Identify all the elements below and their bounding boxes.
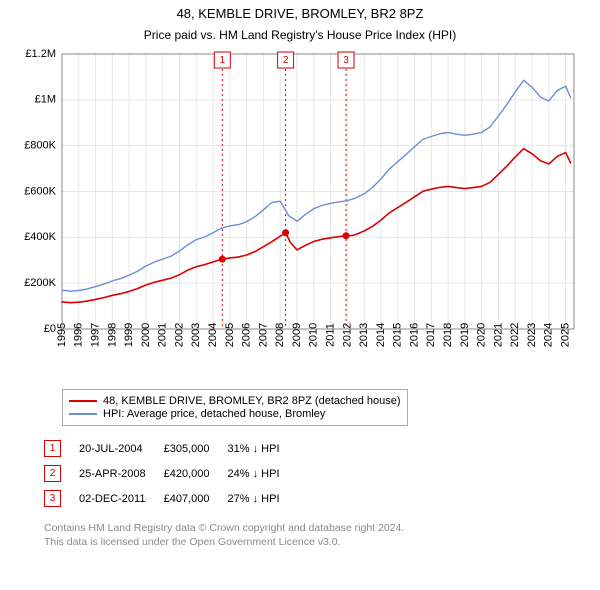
x-tick-label: 2004 bbox=[207, 323, 219, 347]
x-tick-label: 2024 bbox=[543, 323, 555, 347]
sale-marker-number: 2 bbox=[44, 465, 61, 482]
sale-point bbox=[219, 256, 226, 263]
x-tick-label: 2019 bbox=[459, 323, 471, 347]
sale-date: 25-APR-2008 bbox=[79, 461, 164, 486]
y-tick-label: £400K bbox=[24, 231, 56, 243]
price-chart: £0£200K£400K£600K£800K£1M£1.2M1995199619… bbox=[14, 46, 586, 381]
x-tick-label: 2010 bbox=[308, 323, 320, 347]
legend-item: 48, KEMBLE DRIVE, BROMLEY, BR2 8PZ (deta… bbox=[69, 395, 401, 407]
sale-delta: 31% ↓ HPI bbox=[228, 436, 298, 461]
sale-price: £420,000 bbox=[164, 461, 228, 486]
page-subtitle: Price paid vs. HM Land Registry's House … bbox=[14, 28, 586, 42]
legend-label: HPI: Average price, detached house, Brom… bbox=[103, 408, 325, 420]
sale-row: 1 20-JUL-2004£305,00031% ↓ HPI bbox=[44, 436, 298, 461]
y-tick-label: £200K bbox=[24, 277, 56, 289]
x-tick-label: 2023 bbox=[526, 323, 538, 347]
x-tick-label: 2015 bbox=[392, 323, 404, 347]
x-tick-label: 2016 bbox=[408, 323, 420, 347]
x-tick-label: 2014 bbox=[375, 323, 387, 347]
legend-item: HPI: Average price, detached house, Brom… bbox=[69, 408, 401, 420]
sales-table: 1 20-JUL-2004£305,00031% ↓ HPI 2 25-APR-200… bbox=[44, 436, 298, 511]
x-tick-label: 1996 bbox=[73, 323, 85, 347]
y-tick-label: £800K bbox=[24, 140, 56, 152]
y-tick-label: £1.2M bbox=[25, 48, 56, 60]
sale-delta: 27% ↓ HPI bbox=[228, 486, 298, 511]
footer-line-2: This data is licensed under the Open Gov… bbox=[44, 536, 341, 548]
page-title: 48, KEMBLE DRIVE, BROMLEY, BR2 8PZ bbox=[14, 6, 586, 22]
legend-box: 48, KEMBLE DRIVE, BROMLEY, BR2 8PZ (deta… bbox=[62, 389, 408, 426]
x-tick-label: 2011 bbox=[324, 323, 336, 347]
sale-price: £407,000 bbox=[164, 486, 228, 511]
y-tick-label: £600K bbox=[24, 186, 56, 198]
footer-line-1: Contains HM Land Registry data © Crown c… bbox=[44, 522, 404, 534]
x-tick-label: 2025 bbox=[560, 323, 572, 347]
sale-callout-label: 3 bbox=[343, 55, 349, 66]
x-tick-label: 2003 bbox=[190, 323, 202, 347]
x-tick-label: 2000 bbox=[140, 323, 152, 347]
y-tick-label: £1M bbox=[35, 94, 56, 106]
x-tick-label: 2006 bbox=[241, 323, 253, 347]
chart-svg: £0£200K£400K£600K£800K£1M£1.2M1995199619… bbox=[14, 46, 586, 381]
legend-swatch bbox=[69, 400, 97, 402]
sale-marker-number: 3 bbox=[44, 490, 61, 507]
x-tick-label: 2002 bbox=[173, 323, 185, 347]
x-tick-label: 2012 bbox=[341, 323, 353, 347]
y-tick-label: £0 bbox=[44, 323, 56, 335]
x-tick-label: 2008 bbox=[274, 323, 286, 347]
x-tick-label: 2009 bbox=[291, 323, 303, 347]
legend-swatch bbox=[69, 413, 97, 415]
x-tick-label: 2001 bbox=[157, 323, 169, 347]
x-tick-label: 2007 bbox=[257, 323, 269, 347]
x-tick-label: 2018 bbox=[442, 323, 454, 347]
license-footer: Contains HM Land Registry data © Crown c… bbox=[44, 521, 586, 549]
x-tick-label: 1999 bbox=[123, 323, 135, 347]
x-tick-label: 2020 bbox=[476, 323, 488, 347]
sale-delta: 24% ↓ HPI bbox=[228, 461, 298, 486]
sale-date: 20-JUL-2004 bbox=[79, 436, 164, 461]
sale-point bbox=[282, 230, 289, 237]
sale-row: 3 02-DEC-2011£407,00027% ↓ HPI bbox=[44, 486, 298, 511]
x-tick-label: 2021 bbox=[492, 323, 504, 347]
x-tick-label: 1998 bbox=[106, 323, 118, 347]
x-tick-label: 2005 bbox=[224, 323, 236, 347]
sale-marker-number: 1 bbox=[44, 440, 61, 457]
sale-point bbox=[343, 232, 350, 239]
x-tick-label: 2013 bbox=[358, 323, 370, 347]
sale-date: 02-DEC-2011 bbox=[79, 486, 164, 511]
x-tick-label: 1997 bbox=[89, 323, 101, 347]
sale-callout-label: 2 bbox=[283, 55, 289, 66]
x-tick-label: 2022 bbox=[509, 323, 521, 347]
sale-price: £305,000 bbox=[164, 436, 228, 461]
x-tick-label: 2017 bbox=[425, 323, 437, 347]
sale-callout-label: 1 bbox=[220, 55, 226, 66]
sale-row: 2 25-APR-2008£420,00024% ↓ HPI bbox=[44, 461, 298, 486]
legend-label: 48, KEMBLE DRIVE, BROMLEY, BR2 8PZ (deta… bbox=[103, 395, 401, 407]
